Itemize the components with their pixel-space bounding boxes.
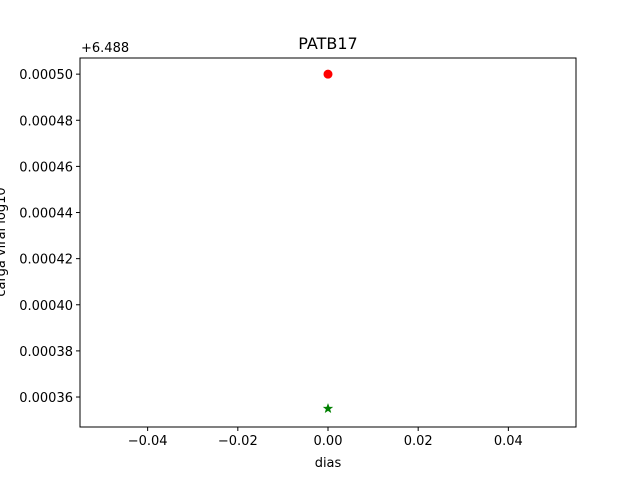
x-tick-label: −0.04 bbox=[128, 434, 168, 449]
y-tick-label: 0.00050 bbox=[19, 68, 73, 83]
data-point-star bbox=[322, 403, 334, 413]
y-axis-label: carga viral log10 bbox=[0, 187, 9, 296]
y-axis-offset-label: +6.488 bbox=[81, 41, 129, 56]
x-axis-label: dias bbox=[315, 456, 342, 471]
chart-title: PATB17 bbox=[298, 34, 357, 53]
y-tick-label: 0.00038 bbox=[19, 345, 73, 360]
y-tick-label: 0.00044 bbox=[19, 207, 73, 222]
y-tick-label: 0.00042 bbox=[19, 253, 73, 268]
y-tick-label: 0.00036 bbox=[19, 391, 73, 406]
y-tick-label: 0.00040 bbox=[19, 299, 73, 314]
y-tick-label: 0.00046 bbox=[19, 160, 73, 175]
x-tick-label: −0.02 bbox=[218, 434, 258, 449]
y-axis-ticks: 0.00036 0.00038 0.00040 0.00042 0.00044 0.000… bbox=[19, 68, 80, 406]
plot-area bbox=[79, 57, 577, 428]
x-axis-ticks: −0.04 −0.02 0.00 0.02 0.04 bbox=[128, 427, 523, 449]
x-tick-label: 0.02 bbox=[404, 434, 433, 449]
x-tick-label: 0.00 bbox=[314, 434, 343, 449]
y-tick-label: 0.00048 bbox=[19, 114, 73, 129]
plot-frame bbox=[79, 57, 577, 428]
data-points bbox=[322, 69, 334, 413]
data-point-circle bbox=[323, 69, 333, 79]
x-tick-label: 0.04 bbox=[494, 434, 523, 449]
